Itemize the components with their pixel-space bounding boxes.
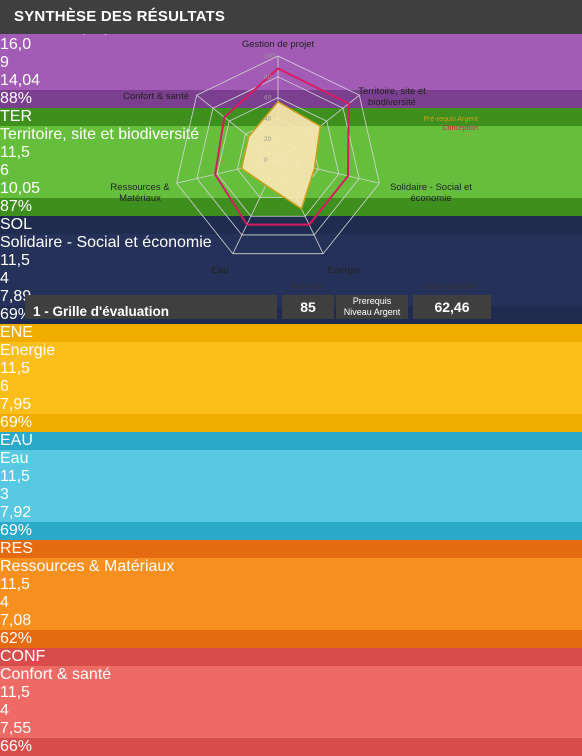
legend-conception: Conception	[443, 125, 479, 132]
category-name: Energie	[0, 342, 582, 360]
grid-title: 1 - Grille d'évaluation	[25, 295, 277, 319]
percentage-cell: 69%	[0, 414, 582, 432]
radar-tick-label: 40	[264, 115, 272, 122]
percentage-cell: 69%	[0, 522, 582, 540]
note-operation-cell: 7,92	[0, 504, 582, 522]
radar-grid-ring	[216, 97, 340, 217]
category-code: EAU	[0, 432, 582, 450]
radar-axis-label: Confort & santé	[123, 91, 189, 102]
prereq-cell: 3	[0, 486, 582, 504]
note-max-cell: 11,5	[0, 684, 582, 702]
note-operation-total: 62,46	[413, 295, 491, 319]
note-max-cell: 16,0	[0, 36, 582, 54]
prereq-cell: 4	[0, 270, 582, 288]
prereq-cell: 4	[0, 594, 582, 612]
radar-axis-label: Matériaux	[119, 193, 161, 204]
note-max-caption: Note max	[290, 282, 325, 291]
radar-axis-label: Energie	[328, 265, 361, 276]
radar-axis-label: Solidaire - Social et	[390, 182, 472, 193]
radar-axis-label: biodiversité	[368, 97, 416, 108]
prereq-cell: 6	[0, 378, 582, 396]
prereq-cell: 4	[0, 702, 582, 720]
note-max-cell: 11,5	[0, 576, 582, 594]
category-code: ENE	[0, 324, 582, 342]
radar-tick-label: 20	[264, 136, 272, 143]
page-title: SYNTHÈSE DES RÉSULTATS	[0, 0, 582, 34]
legend-prerequis: Pré-requis Argent	[424, 116, 479, 123]
radar-grid-ring	[176, 55, 380, 255]
note-operation-cell: 7,55	[0, 720, 582, 738]
radar-tick-label: 100	[264, 53, 275, 60]
radar-axis-label: Eau	[212, 265, 229, 276]
note-operation-caption: Note opération	[424, 282, 477, 291]
radar-chart: 0 20 40 60 80 100 Gestion de projet Territoire,…	[110, 39, 479, 276]
radar-grid-ring	[196, 76, 360, 236]
percentage-cell: 62%	[0, 630, 582, 648]
radar-axis-label: économie	[410, 193, 451, 204]
prereq-header-line1: Prerequis	[352, 296, 392, 306]
note-operation-cell: 7,08	[0, 612, 582, 630]
percentage-cell: 66%	[0, 738, 582, 756]
note-max-cell: 11,5	[0, 360, 582, 378]
category-name: Eau	[0, 450, 582, 468]
radar-axis-label: Ressources &	[110, 182, 170, 193]
prereq-cell: 9	[0, 54, 582, 72]
radar-series-prerequis	[240, 100, 322, 210]
note-max-cell: 11,5	[0, 252, 582, 270]
note-max-total: 85	[282, 295, 334, 319]
radar-tick-label: 80	[264, 74, 272, 81]
prereq-header-line2: Niveau Argent	[343, 307, 401, 317]
category-code: CONF	[0, 648, 582, 666]
note-operation-cell: 7,95	[0, 396, 582, 414]
radar-tick-label: 0	[264, 157, 268, 164]
category-code: RES	[0, 540, 582, 558]
category-name: Solidaire - Social et économie	[0, 234, 582, 252]
percentage-cell: 88%	[0, 90, 582, 108]
category-name: Ressources & Matériaux	[0, 558, 582, 576]
radar-axis-label: Territoire, site et	[358, 86, 426, 97]
percentage-cell: 87%	[0, 198, 582, 216]
prereq-header: Prerequis Niveau Argent	[336, 295, 408, 319]
category-name: Confort & santé	[0, 666, 582, 684]
note-max-cell: 11,5	[0, 468, 582, 486]
note-operation-cell: 14,04	[0, 72, 582, 90]
category-name: Territoire, site et biodiversité	[0, 126, 582, 144]
radar-axis-label: Gestion de projet	[242, 39, 315, 50]
radar-series-conception	[214, 67, 350, 226]
radar-tick-label: 60	[264, 95, 272, 102]
